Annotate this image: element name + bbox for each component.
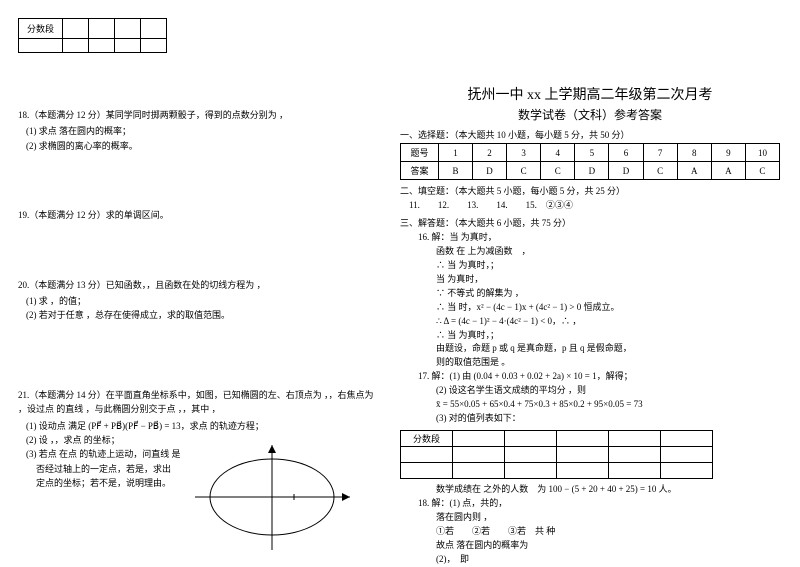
q16-line: 16. 解：当 为真时，	[418, 231, 780, 245]
q20-title: 20.（本题满分 13 分）已知函数，，且函数在处的切线方程为 ，	[18, 278, 388, 292]
q16-line: 函数 在 上为减函数 ，	[436, 245, 780, 259]
cell	[557, 431, 609, 447]
cell	[453, 431, 505, 447]
answer-table: 题号 1 2 3 4 5 6 7 8 9 10 答案 B D C C D D C…	[400, 143, 780, 180]
cell	[609, 463, 661, 479]
cell	[661, 447, 713, 463]
cell: 7	[643, 144, 677, 162]
question-19: 19.（本题满分 12 分）求的单调区间。	[18, 208, 388, 222]
cell: C	[643, 162, 677, 180]
cell: 9	[711, 144, 745, 162]
q21-sub1: (1) 设动点 满足 (PF⃗ + PB⃗)(PF⃗ − PB⃗) = 13，求…	[26, 419, 388, 433]
q18-ans-line: 落在圆内则 ，	[436, 511, 780, 525]
cell	[661, 431, 713, 447]
cell	[609, 431, 661, 447]
x-arrow-icon	[342, 493, 350, 501]
left-column: 分数段 18.（本题满分 12 分）某同学同时掷两颗骰子，得到的点数分别为 ， …	[18, 18, 388, 490]
cell: 8	[677, 144, 711, 162]
cell	[141, 19, 167, 39]
cell	[453, 447, 505, 463]
section-3-label: 三、解答题：（本大题共 6 小题，共 75 分）	[400, 216, 780, 229]
right-column: 抚州一中 xx 上学期高二年级第二次月考 数学试卷（文科）参考答案 一、选择题：…	[400, 85, 780, 567]
cell: D	[473, 162, 507, 180]
cell	[557, 463, 609, 479]
cell	[89, 39, 115, 53]
score-table-header: 分数段	[19, 19, 63, 39]
cell	[661, 463, 713, 479]
q16-line: ∴ 当 为真时，；	[436, 259, 780, 273]
cell: B	[438, 162, 472, 180]
cell: 3	[507, 144, 541, 162]
cell: A	[711, 162, 745, 180]
q16-line: ∵ 不等式 的解集为 ，	[436, 287, 780, 301]
cell: D	[609, 162, 643, 180]
q20-sub1: (1) 求 ，的值；	[26, 294, 388, 308]
q18-ans-line: 18. 解：(1) 点，共的，	[418, 497, 780, 511]
q16-line: 则的取值范围是 。	[436, 356, 780, 370]
q17-line: (3) 对的值列表如下：	[436, 412, 780, 426]
freq-header: 分数段	[401, 431, 453, 447]
cell: C	[745, 162, 779, 180]
cell	[453, 463, 505, 479]
cell	[115, 19, 141, 39]
cell: 题号	[401, 144, 439, 162]
answer-table-answer-row: 答案 B D C C D D C A A C	[401, 162, 780, 180]
section-2-label: 二、填空题：（本大题共 5 小题，每小题 5 分，共 25 分）	[400, 184, 780, 197]
cell	[505, 447, 557, 463]
q18-sub2: (2) 求椭圆的离心率的概率。	[26, 139, 388, 153]
q17-line: 17. 解：(1) 由 (0.04 + 0.03 + 0.02 + 2a) × …	[418, 370, 780, 384]
question-18: 18.（本题满分 12 分）某同学同时掷两颗骰子，得到的点数分别为 ， (1) …	[18, 108, 388, 153]
cell	[401, 447, 453, 463]
cell	[63, 39, 89, 53]
cell	[401, 463, 453, 479]
cell	[557, 447, 609, 463]
q16-line: ∴ Δ = (4c − 1)² − 4·(4c² − 1) < 0，∴ ，	[436, 315, 780, 329]
cell	[141, 39, 167, 53]
cell: 4	[541, 144, 575, 162]
q18-sub1: (1) 求点 落在圆内的概率；	[26, 124, 388, 138]
q16-line: ∴ 当 时，x² − (4c − 1)x + (4c² − 1) > 0 恒成立…	[436, 301, 780, 315]
cell: C	[541, 162, 575, 180]
score-segment-table-left: 分数段	[18, 18, 167, 53]
fill-answers: 11. 12. 13. 14. 15. ②③④	[400, 199, 780, 213]
ellipse-figure	[190, 440, 360, 555]
q17-line: x̄ = 55×0.05 + 65×0.4 + 75×0.3 + 85×0.2 …	[436, 398, 780, 412]
cell: D	[575, 162, 609, 180]
q16-line: 当 为真时，	[436, 273, 780, 287]
cell	[505, 463, 557, 479]
y-arrow-icon	[268, 445, 276, 453]
cell: 10	[745, 144, 779, 162]
q18-ans-line: 故点 落在圆内的概率为	[436, 539, 780, 553]
q16-line: 由题设，命题 p 或 q 是真命题，p 且 q 是假命题，	[436, 342, 780, 356]
frequency-table: 分数段	[400, 430, 713, 479]
section-1-label: 一、选择题：（本大题共 10 小题，每小题 5 分，共 50 分）	[400, 128, 780, 141]
answer-title-2: 数学试卷（文科）参考答案	[400, 106, 780, 124]
cell	[89, 19, 115, 39]
answer-title-1: 抚州一中 xx 上学期高二年级第二次月考	[400, 85, 780, 106]
cell: 6	[609, 144, 643, 162]
q17-line: (2) 设这名学生语文成绩的平均分 ，则	[436, 384, 780, 398]
cell: C	[507, 162, 541, 180]
ellipse-svg	[190, 440, 360, 555]
q20-sub2: (2) 若对于任意 ，总存在使得成立，求的取值范围。	[26, 308, 388, 322]
cell	[63, 19, 89, 39]
cell: 5	[575, 144, 609, 162]
cell: 1	[438, 144, 472, 162]
q19-title: 19.（本题满分 12 分）求的单调区间。	[18, 208, 388, 222]
q17-line: 数学成绩在 之外的人数 为 100 − (5 + 20 + 40 + 25) =…	[436, 483, 780, 497]
cell: 答案	[401, 162, 439, 180]
q18-title: 18.（本题满分 12 分）某同学同时掷两颗骰子，得到的点数分别为 ，	[18, 108, 388, 122]
answer-table-head-row: 题号 1 2 3 4 5 6 7 8 9 10	[401, 144, 780, 162]
q18-ans-line: ①若 ②若 ③若 共 种	[436, 525, 780, 539]
cell	[505, 431, 557, 447]
cell	[115, 39, 141, 53]
q16-line: ∴ 当 为真时，；	[436, 329, 780, 343]
cell: A	[677, 162, 711, 180]
cell	[19, 39, 63, 53]
cell: 2	[473, 144, 507, 162]
cell	[609, 447, 661, 463]
q21-title: 21.（本题满分 14 分）在平面直角坐标系中，如图，已知椭圆的左、右顶点为 ，…	[18, 388, 378, 417]
question-20: 20.（本题满分 13 分）已知函数，，且函数在处的切线方程为 ， (1) 求 …	[18, 278, 388, 323]
